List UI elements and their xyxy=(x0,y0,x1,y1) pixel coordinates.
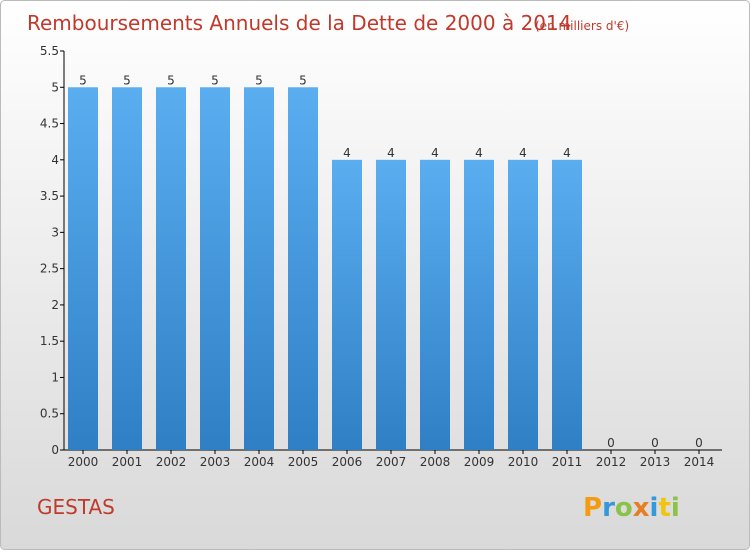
proxiti-logo: Proxiti xyxy=(583,493,680,523)
bar-value-label: 5 xyxy=(123,73,131,87)
logo-letter: t xyxy=(658,493,670,523)
x-tick-label: 2008 xyxy=(420,455,451,469)
location-label: GESTAS xyxy=(37,495,115,519)
bar xyxy=(552,159,582,450)
bar xyxy=(244,87,274,450)
bar-value-label: 5 xyxy=(299,73,307,87)
x-tick-label: 2000 xyxy=(68,455,99,469)
y-tick-label: 4.5 xyxy=(40,117,59,131)
bar-value-label: 4 xyxy=(519,146,527,160)
bar-value-label: 5 xyxy=(211,73,219,87)
bar-value-label: 4 xyxy=(387,146,395,160)
bar xyxy=(376,159,406,450)
bar-value-label: 4 xyxy=(431,146,439,160)
y-tick-label: 3.5 xyxy=(40,189,59,203)
bar-value-label: 0 xyxy=(607,436,615,450)
bar xyxy=(332,159,362,450)
x-tick-label: 2014 xyxy=(684,455,715,469)
bar-value-label: 5 xyxy=(167,73,175,87)
y-tick-label: 4 xyxy=(51,153,59,167)
x-tick-label: 2013 xyxy=(640,455,671,469)
x-tick-label: 2005 xyxy=(288,455,319,469)
bar-value-label: 5 xyxy=(255,73,263,87)
bar xyxy=(420,159,450,450)
logo-letter: i xyxy=(671,493,680,523)
logo-letter: P xyxy=(583,493,602,523)
y-tick-label: 0.5 xyxy=(40,407,59,421)
y-tick-label: 5 xyxy=(51,80,59,94)
y-tick-label: 1.5 xyxy=(40,334,59,348)
x-tick-label: 2011 xyxy=(552,455,583,469)
x-tick-label: 2009 xyxy=(464,455,495,469)
chart-title: Remboursements Annuels de la Dette de 20… xyxy=(27,11,571,35)
x-tick-label: 2002 xyxy=(156,455,187,469)
logo-letter: o xyxy=(615,493,633,523)
y-tick-label: 3 xyxy=(51,225,59,239)
x-tick-label: 2012 xyxy=(596,455,627,469)
y-tick-label: 1 xyxy=(51,370,59,384)
bar-value-label: 5 xyxy=(79,73,87,87)
x-tick-label: 2001 xyxy=(112,455,143,469)
bar xyxy=(156,87,186,450)
bar-value-label: 4 xyxy=(343,146,351,160)
y-tick-label: 2 xyxy=(51,298,59,312)
plot-area: 0 0.5 1 1.5 2 2.5 3 3.5 4 4.5 5 5.5 5 2000 5 2001 5 2002 5… xyxy=(40,44,722,469)
logo-letter: i xyxy=(650,493,659,523)
x-tick-label: 2007 xyxy=(376,455,407,469)
logo-letter: r xyxy=(602,493,615,523)
y-tick-label: 2.5 xyxy=(40,262,59,276)
chart-subtitle: (en milliers d'€) xyxy=(535,19,629,33)
bar-value-label: 0 xyxy=(651,436,659,450)
logo-letter: x xyxy=(633,493,650,523)
bar xyxy=(112,87,142,450)
x-tick-label: 2003 xyxy=(200,455,231,469)
bar xyxy=(68,87,98,450)
bar xyxy=(200,87,230,450)
bar xyxy=(508,159,538,450)
y-tick-label: 5.5 xyxy=(40,44,59,58)
bar xyxy=(288,87,318,450)
bar-value-label: 4 xyxy=(475,146,483,160)
x-tick-label: 2004 xyxy=(244,455,275,469)
x-tick-label: 2010 xyxy=(508,455,539,469)
bar-value-label: 4 xyxy=(563,146,571,160)
bar-value-label: 0 xyxy=(695,436,703,450)
x-tick-label: 2006 xyxy=(332,455,363,469)
bar xyxy=(464,159,494,450)
y-tick-label: 0 xyxy=(51,443,59,457)
